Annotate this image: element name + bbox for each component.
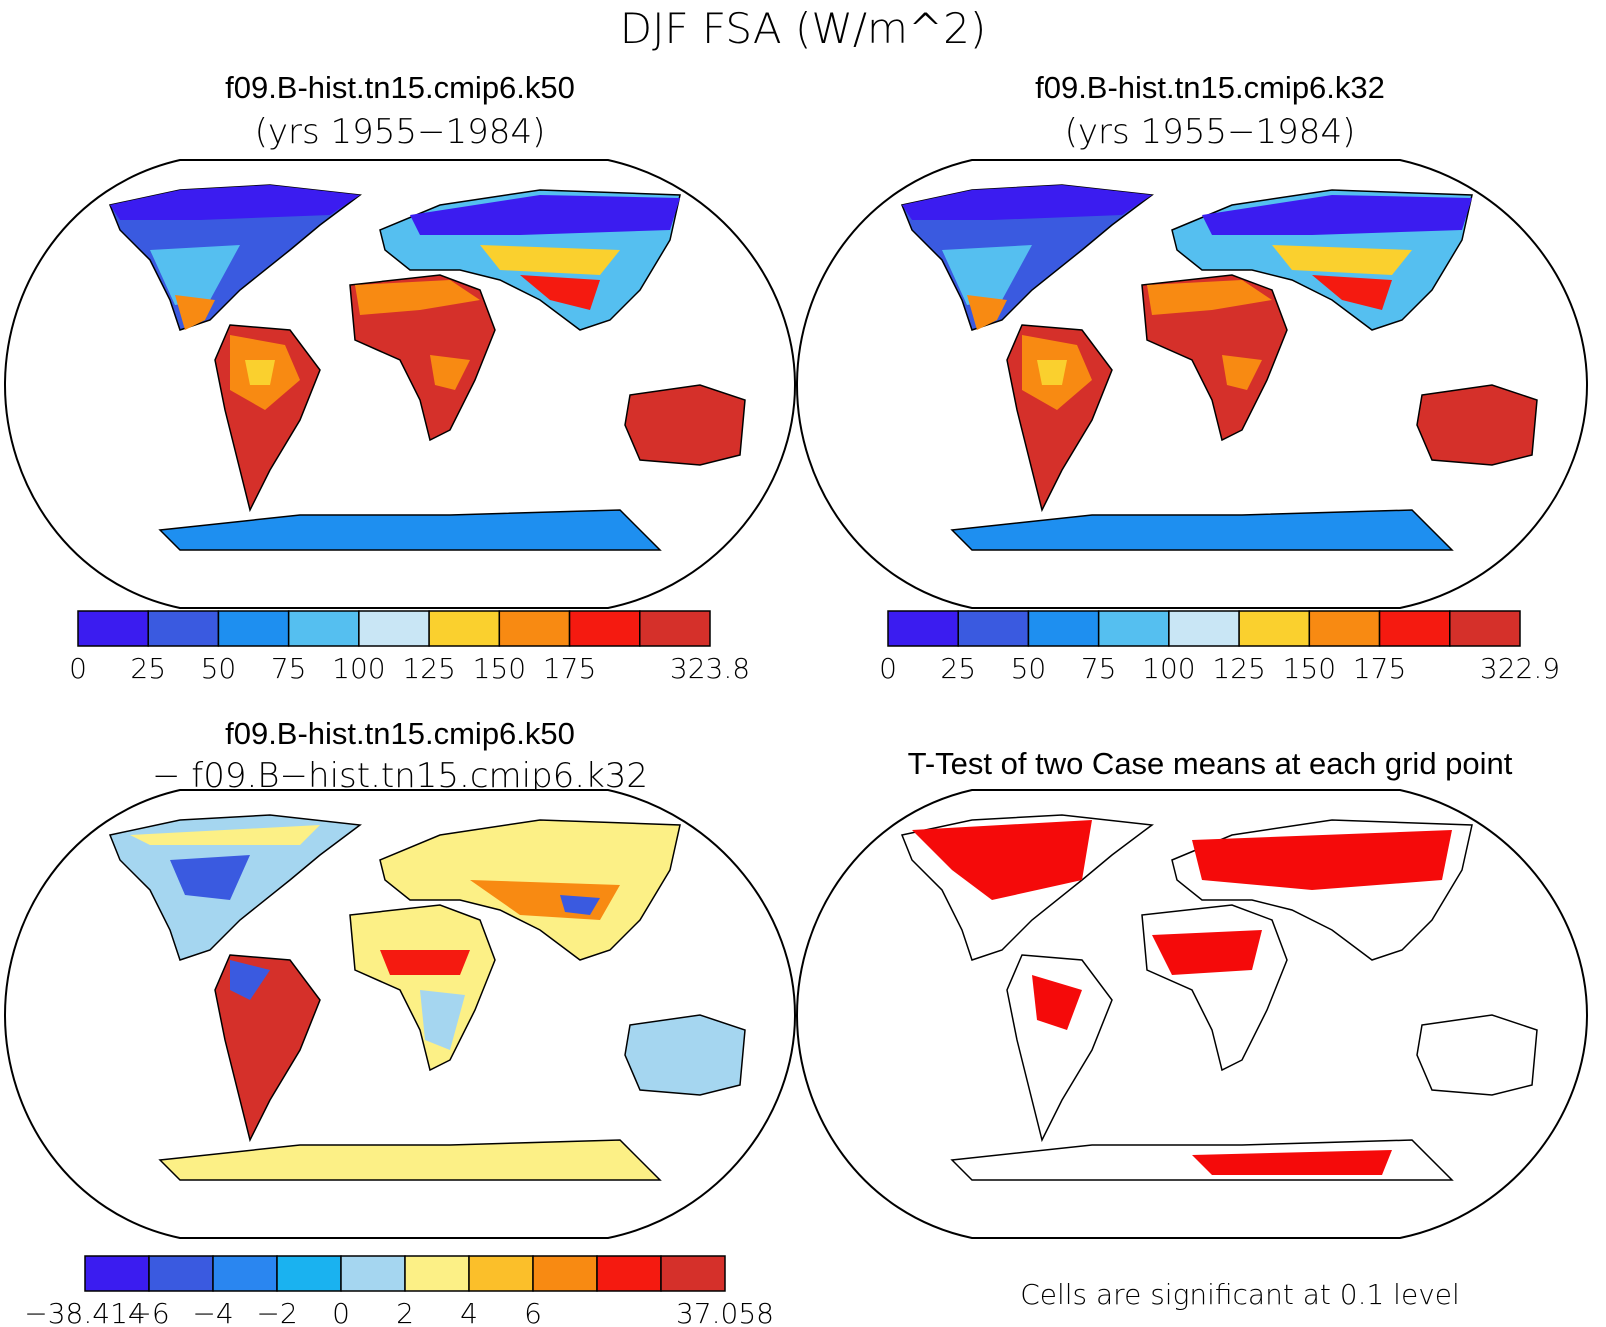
colorbar-tick-label: 100: [332, 652, 385, 685]
colorbar-tick-label: 75: [271, 652, 307, 685]
colorbar-tick-label: 175: [1353, 652, 1406, 685]
colorbar-tick-label: 0: [879, 652, 897, 685]
colorbar-tick-label: 323.8: [670, 652, 750, 685]
colorbar-tick-label: −38.414: [24, 1297, 145, 1327]
case1-colorbar: 0 25 50 75 100 125 150 175 323.8: [69, 610, 750, 685]
colorbar-tick-label: 150: [1283, 652, 1336, 685]
colorbar-swatch: [404, 1255, 470, 1292]
colorbar-swatch: [1027, 610, 1100, 647]
ttest-map: [795, 789, 1589, 1239]
colorbar-tick-label: −4: [192, 1297, 233, 1327]
colorbar-tick-label: 125: [1212, 652, 1265, 685]
colorbar-tick-label: 2: [396, 1297, 414, 1327]
colorbar-swatch: [887, 610, 959, 647]
colorbar-tick-label: 322.9: [1480, 652, 1560, 685]
colorbar-tick-label: 4: [460, 1297, 478, 1327]
colorbar-swatch: [1238, 610, 1311, 647]
case1-years: (yrs 1955−1984): [254, 112, 546, 152]
colorbar-tick-label: 150: [473, 652, 526, 685]
colorbar-swatch: [1449, 610, 1521, 647]
colorbar-swatch: [596, 1255, 662, 1292]
colorbar-tick-label: 25: [130, 652, 166, 685]
colorbar-tick-label: 50: [201, 652, 237, 685]
colorbar-swatch: [77, 610, 149, 647]
colorbar-swatch: [957, 610, 1030, 647]
colorbar-swatch: [148, 1255, 214, 1292]
case2-years: (yrs 1955−1984): [1064, 112, 1356, 152]
ttest-title: T-Test of two Case means at each grid po…: [907, 746, 1513, 781]
colorbar-tick-label: 37.058: [676, 1297, 774, 1327]
colorbar-swatch: [639, 610, 711, 647]
colorbar-swatch: [147, 610, 220, 647]
colorbar-swatch: [498, 610, 571, 647]
colorbar-tick-label: 0: [69, 652, 87, 685]
diff-map: [3, 789, 797, 1239]
colorbar-swatch: [1168, 610, 1240, 647]
colorbar-swatch: [1378, 610, 1451, 647]
colorbar-tick-label: 25: [940, 652, 976, 685]
case2-title: f09.B-hist.tn15.cmip6.k32: [1035, 70, 1385, 105]
diff-title: f09.B-hist.tn15.cmip6.k50: [225, 716, 575, 751]
case2-colorbar: 0 25 50 75 100 125 150 175 322.9: [879, 610, 1560, 685]
colorbar-swatch: [212, 1255, 278, 1292]
colorbar-swatch: [217, 610, 290, 647]
colorbar-swatch: [568, 610, 641, 647]
case1-map: [3, 159, 797, 609]
colorbar-tick-label: 0: [332, 1297, 350, 1327]
diff-colorbar: −38.414−6 −4 −2 0 2 4 6 37.058: [24, 1255, 774, 1327]
colorbar-swatch: [287, 610, 360, 647]
colorbar-swatch: [660, 1255, 726, 1292]
antarctica-land: [158, 509, 662, 551]
colorbar-swatch: [468, 1255, 534, 1292]
colorbar-swatch: [340, 1255, 406, 1292]
colorbar-swatch: [84, 1255, 150, 1292]
colorbar-swatch: [428, 610, 501, 647]
colorbar-tick-label: 125: [402, 652, 455, 685]
colorbar-tick-label: −6: [128, 1297, 169, 1327]
colorbar-tick-label: 50: [1011, 652, 1047, 685]
main-title: DJF FSA (W/m^2): [619, 4, 987, 53]
colorbar-swatch: [1308, 610, 1381, 647]
colorbar-tick-label: 175: [543, 652, 596, 685]
africa-land: [349, 274, 496, 442]
colorbar-swatch: [1097, 610, 1170, 647]
colorbar-tick-label: 75: [1081, 652, 1117, 685]
colorbar-swatch: [532, 1255, 598, 1292]
colorbar-swatch: [358, 610, 430, 647]
case1-title: f09.B-hist.tn15.cmip6.k50: [225, 70, 575, 105]
australia-land: [624, 384, 746, 466]
case2-map: [795, 159, 1589, 609]
colorbar-tick-label: −2: [256, 1297, 297, 1327]
colorbar-tick-label: 100: [1142, 652, 1195, 685]
colorbar-swatch: [276, 1255, 342, 1292]
colorbar-tick-label: 6: [524, 1297, 542, 1327]
ttest-note: Cells are significant at 0.1 level: [1020, 1278, 1460, 1311]
